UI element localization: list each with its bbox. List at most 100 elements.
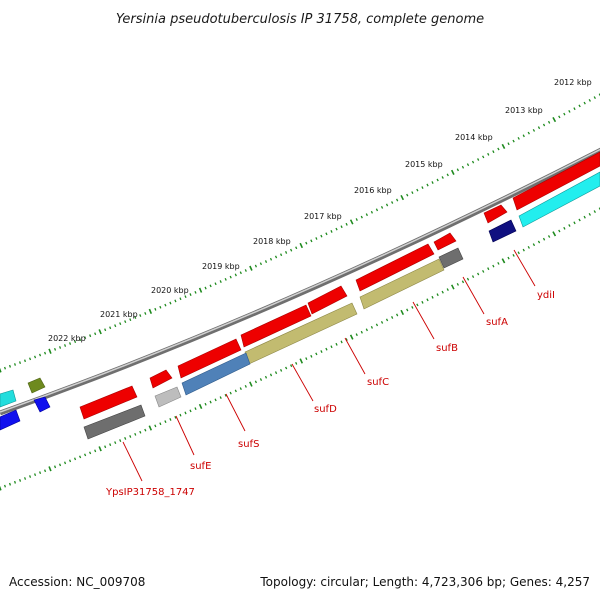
scale-minor-tick <box>63 344 67 347</box>
scale-minor-tick <box>355 218 358 221</box>
scale-minor-tick <box>3 484 7 488</box>
scale-minor-tick <box>89 451 92 455</box>
scale-minor-tick <box>593 96 596 100</box>
scale-minor-tick <box>3 366 7 370</box>
gene-arrow[interactable] <box>307 285 348 315</box>
gene-arrow[interactable] <box>488 219 517 243</box>
gene-label[interactable]: sufC <box>367 377 389 388</box>
scale-minor-tick <box>159 422 162 426</box>
gene-label[interactable]: ydiI <box>537 290 555 301</box>
gene-arrow[interactable] <box>433 232 457 251</box>
scale-minor-tick <box>259 262 262 266</box>
scale-minor-tick <box>360 330 363 334</box>
scale-minor-tick <box>305 241 308 245</box>
scale-minor-tick <box>68 342 72 345</box>
scale-minor-tick <box>310 239 313 243</box>
scale-major-tick <box>148 308 153 315</box>
scale-major-tick <box>450 169 455 175</box>
scale-minor-tick <box>119 322 122 326</box>
scale-major-tick <box>98 329 102 335</box>
scale-major-tick <box>98 446 102 452</box>
leader-line <box>122 441 143 482</box>
gene-label[interactable]: sufD <box>314 404 337 415</box>
scale-minor-tick <box>244 384 247 388</box>
scale-minor-tick <box>280 368 283 372</box>
scale-minor-tick <box>214 282 217 286</box>
scale-minor-tick <box>179 413 182 417</box>
gene-label[interactable]: sufS <box>238 439 259 450</box>
gene-arrow[interactable] <box>512 151 600 211</box>
genome-backbone <box>0 147 600 416</box>
gene-arrow[interactable] <box>483 204 508 224</box>
gene-arrow[interactable] <box>83 404 146 440</box>
gene-arrow[interactable] <box>149 369 173 389</box>
scale-minor-tick <box>43 469 47 473</box>
scale-minor-tick <box>285 366 288 370</box>
scale-minor-tick <box>38 353 42 357</box>
scale-minor-tick <box>144 312 147 315</box>
scale-minor-tick <box>280 253 283 257</box>
scale-minor-tick <box>426 183 429 187</box>
scale-minor-tick <box>204 286 207 290</box>
scale-minor-tick <box>63 461 67 465</box>
gene-arrow[interactable] <box>359 258 445 310</box>
scale-minor-tick <box>295 361 298 365</box>
scale-minor-tick <box>411 191 414 194</box>
scale-minor-tick <box>109 326 112 330</box>
scale-minor-tick <box>406 193 409 197</box>
gene-arrow[interactable] <box>27 377 46 394</box>
genome-summary-text: Topology: circular; Length: 4,723,306 bp… <box>259 575 590 589</box>
scale-minor-tick <box>254 264 257 268</box>
gene-arrow[interactable] <box>33 396 51 413</box>
scale-minor-tick <box>542 237 546 241</box>
scale-minor-tick <box>431 295 434 299</box>
scale-minor-tick <box>129 435 132 438</box>
scale-minor-tick <box>184 411 187 415</box>
leader-line <box>412 301 435 340</box>
kbp-label: 2021 kbp <box>100 310 138 319</box>
gene-arrow[interactable] <box>0 409 21 431</box>
scale-minor-tick <box>114 441 117 445</box>
gene-arrow[interactable] <box>177 338 242 379</box>
scale-minor-tick <box>269 257 273 261</box>
scale-minor-tick <box>8 364 12 368</box>
label-leaders <box>122 249 536 482</box>
gene-arrow[interactable] <box>154 386 182 408</box>
gene-arrow[interactable] <box>0 389 17 408</box>
gene-arrow[interactable] <box>355 243 435 292</box>
scale-minor-tick <box>259 378 263 381</box>
scale-major-tick <box>198 403 203 410</box>
scale-minor-tick <box>507 142 510 146</box>
scale-minor-tick <box>497 261 500 265</box>
gene-label[interactable]: sufA <box>486 317 508 328</box>
scale-minor-tick <box>426 298 429 302</box>
scale-minor-tick <box>274 255 278 259</box>
scale-minor-tick <box>578 104 581 108</box>
scale-minor-tick <box>471 160 475 164</box>
gene-label[interactable]: sufB <box>436 343 458 354</box>
gene-arrow[interactable] <box>181 352 251 396</box>
gene-arrow[interactable] <box>518 171 600 228</box>
scale-major-tick <box>501 143 506 149</box>
map-title: Yersinia pseudotuberculosis IP 31758, co… <box>116 12 484 27</box>
gene-arrow[interactable] <box>438 247 464 269</box>
scale-minor-tick <box>264 375 268 379</box>
scale-minor-tick <box>194 407 197 411</box>
scale-major-tick <box>249 265 253 271</box>
gene-arrow[interactable] <box>79 385 138 420</box>
scale-minor-tick <box>164 303 167 307</box>
scale-minor-tick <box>224 277 227 281</box>
scale-minor-tick <box>89 334 92 338</box>
scale-minor-tick <box>184 295 187 299</box>
scale-minor-tick <box>512 139 515 143</box>
gene-label[interactable]: sufE <box>190 461 211 472</box>
scale-minor-tick <box>512 253 515 257</box>
scale-minor-tick <box>522 134 525 138</box>
scale-minor-tick <box>532 243 536 247</box>
scale-major-tick <box>552 117 557 123</box>
scale-minor-tick <box>38 471 42 475</box>
scale-minor-tick <box>563 112 566 116</box>
gene-label[interactable]: YpsIP31758_1747 <box>105 487 195 498</box>
gene-arrow[interactable] <box>240 304 312 348</box>
scale-minor-tick <box>269 373 273 377</box>
